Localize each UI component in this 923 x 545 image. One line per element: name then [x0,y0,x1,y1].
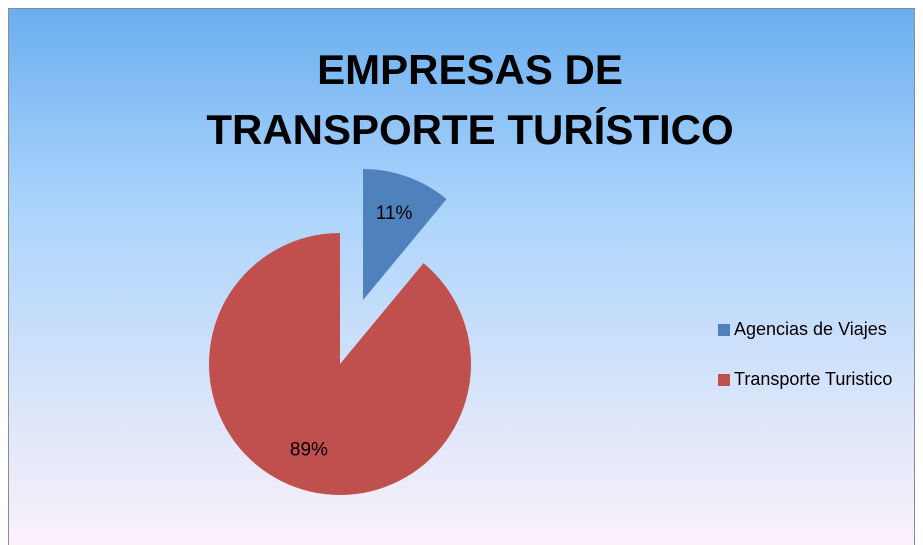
chart-title: EMPRESAS DE TRANSPORTE TURÍSTICO [206,46,734,153]
data-label: 89% [290,439,328,460]
pie-slice [208,233,471,496]
legend-swatch [718,374,730,386]
data-label: 11% [376,203,413,224]
legend-swatch [718,324,730,336]
chart-background [8,8,915,545]
pie-slice [363,169,447,301]
legend-label: Transporte Turistico [734,369,892,389]
legend-label: Agencias de Viajes [734,319,887,339]
